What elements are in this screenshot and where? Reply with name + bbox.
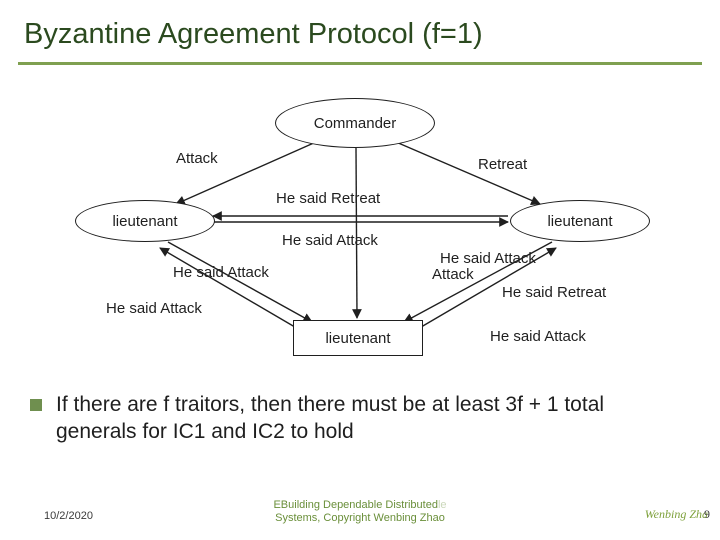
footer-center-shadow: le — [438, 499, 447, 511]
arrow-6 — [160, 248, 300, 330]
diagram-arrows — [0, 0, 720, 540]
footer-right: Wenbing Zha — [645, 507, 708, 522]
footer-page-number: 9 — [704, 507, 710, 522]
edge-label-he_said_attack_br: He said Attack — [490, 328, 586, 345]
edge-label-attack_r: Attack — [432, 266, 474, 283]
footer-center-line1: EBuilding Dependable Distributed — [273, 499, 438, 511]
node-lieut_right: lieutenant — [510, 200, 650, 242]
node-commander: Commander — [275, 98, 435, 148]
node-label: lieutenant — [325, 330, 390, 347]
edge-label-attack: Attack — [176, 150, 218, 167]
slide: Byzantine Agreement Protocol (f=1) Comma… — [0, 0, 720, 540]
node-lieut_bot: lieutenant — [293, 320, 423, 356]
node-label: Commander — [314, 115, 397, 132]
edge-label-retreat: Retreat — [478, 156, 527, 173]
slide-title: Byzantine Agreement Protocol (f=1) — [24, 18, 483, 51]
bullet-text: If there are f traitors, then there must… — [56, 392, 690, 446]
edge-label-he_said_attack_r1: He said Attack — [440, 250, 536, 267]
node-label: lieutenant — [112, 213, 177, 230]
edge-label-he_said_retreat_t: He said Retreat — [276, 190, 380, 207]
footer-center: EBuilding Dependable Distributedle Syste… — [0, 499, 720, 527]
node-label: lieutenant — [547, 213, 612, 230]
title-underline — [18, 62, 702, 65]
node-lieut_left: lieutenant — [75, 200, 215, 242]
footer-center-line2: Systems, Copyright Wenbing Zhao — [275, 512, 445, 524]
bullet-row: If there are f traitors, then there must… — [30, 392, 690, 446]
edge-label-he_said_retreat_r: He said Retreat — [502, 284, 606, 301]
bullet-square-icon — [30, 399, 42, 411]
edge-label-he_said_attack_bl: He said Attack — [106, 300, 202, 317]
edge-label-he_said_attack_lm: He said Attack — [173, 264, 269, 281]
edge-label-he_said_attack_m: He said Attack — [282, 232, 378, 249]
arrow-1 — [396, 142, 540, 204]
